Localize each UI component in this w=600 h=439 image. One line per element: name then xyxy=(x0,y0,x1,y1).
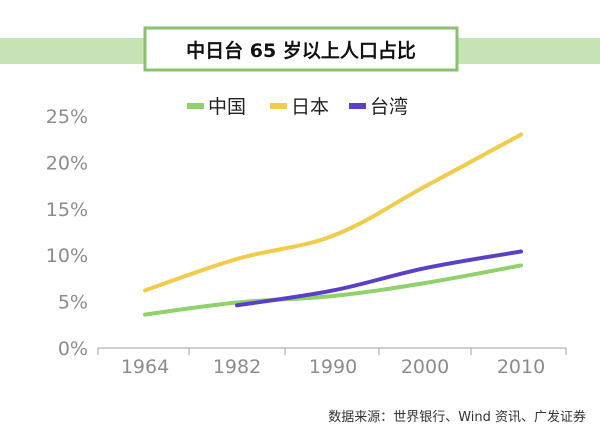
y-tick-label: 0% xyxy=(58,338,88,360)
x-tick-label: 1990 xyxy=(309,356,357,378)
x-tick-label: 2000 xyxy=(401,356,449,378)
y-tick-label: 20% xyxy=(46,152,88,174)
legend-label: 日本 xyxy=(291,96,329,118)
x-tick-label: 2010 xyxy=(497,356,545,378)
x-tick-label: 1982 xyxy=(213,356,261,378)
series-lines xyxy=(143,132,523,317)
legend: 中国 日本 台湾 xyxy=(187,96,408,118)
y-tick-label: 5% xyxy=(58,292,88,314)
series-line-1 xyxy=(143,263,523,317)
series-line-3 xyxy=(235,249,523,308)
legend-label: 中国 xyxy=(208,96,246,118)
title-box xyxy=(143,26,459,72)
y-tick-label: 10% xyxy=(46,245,88,267)
x-tick-label: 1964 xyxy=(121,356,169,378)
series-line-2 xyxy=(143,132,523,293)
source-note: 数据来源：世界银行、Wind 资讯、广发证券 xyxy=(328,410,586,425)
legend-label: 台湾 xyxy=(370,96,408,118)
y-axis: 0% 5% 10% 15% 20% 25% xyxy=(46,106,88,360)
chart-title: 中日台 65 岁以上人口占比 xyxy=(186,39,416,62)
y-tick-label: 25% xyxy=(46,106,88,128)
x-axis: 1964 1982 1990 2000 2010 xyxy=(97,347,567,378)
y-tick-label: 15% xyxy=(46,199,88,221)
